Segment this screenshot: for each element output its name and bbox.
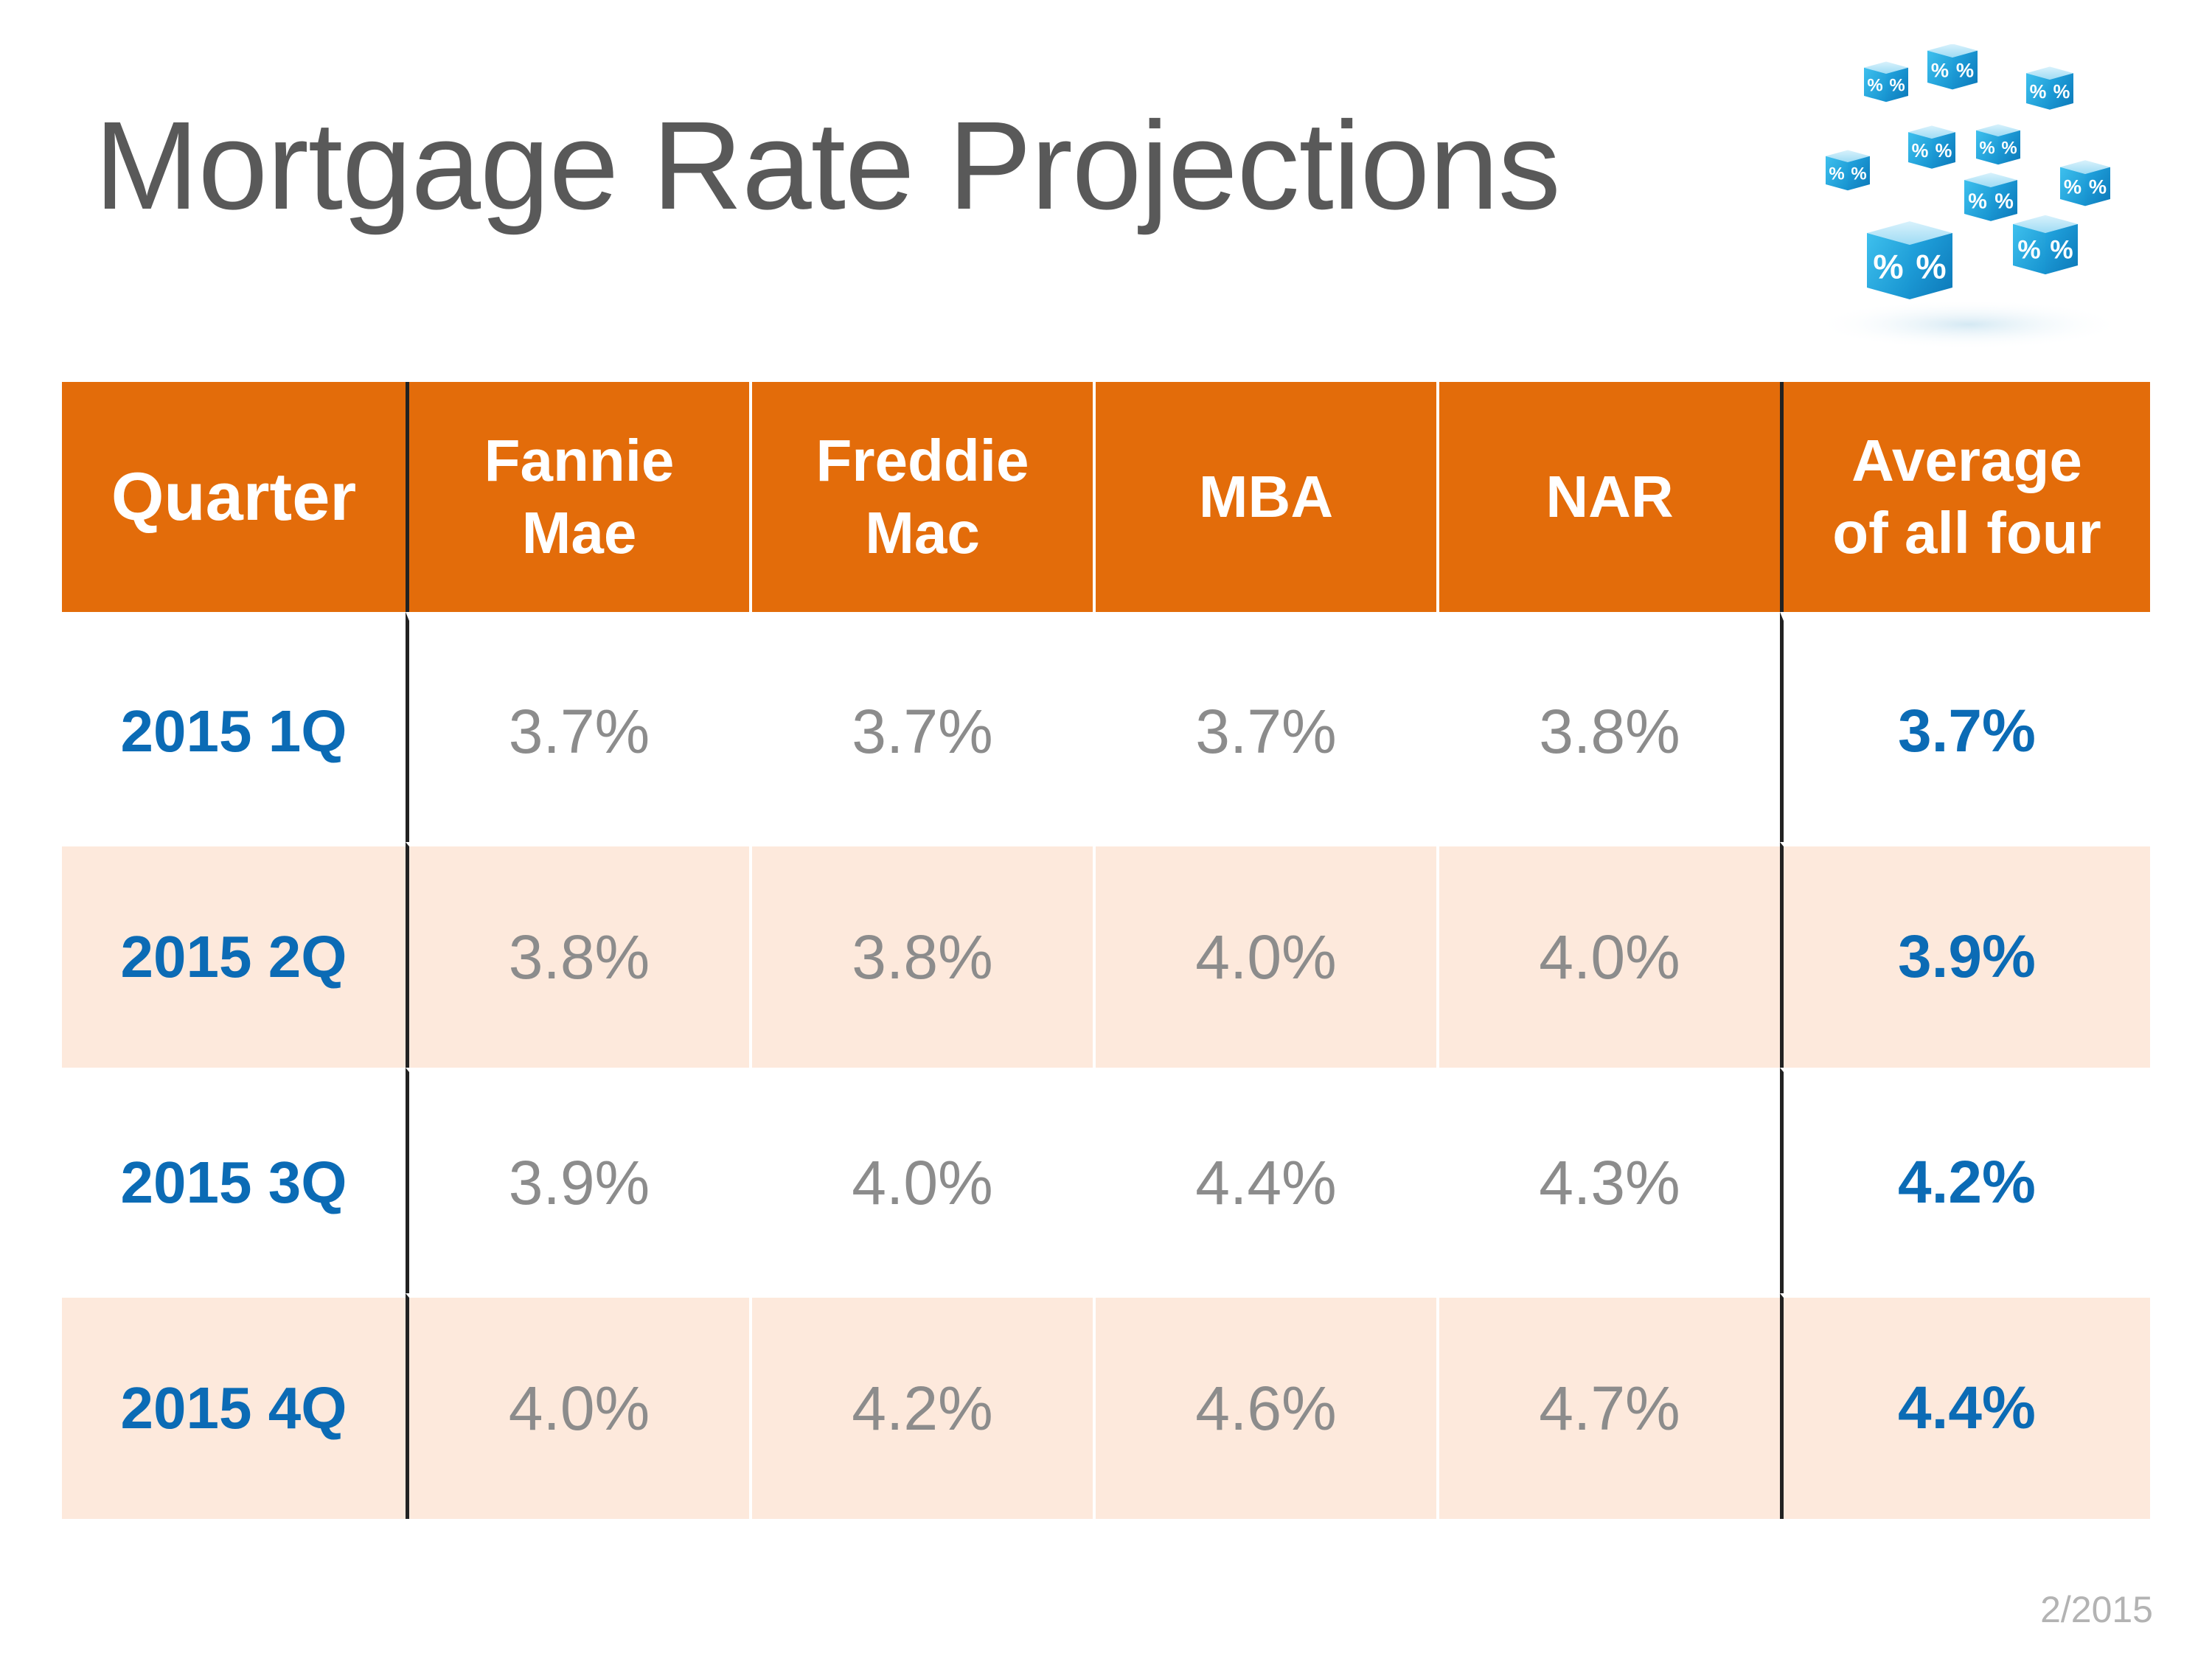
percent-die-icon: %%	[1867, 221, 1952, 299]
average-cell: 3.9%	[1780, 842, 2150, 1068]
nar-cell: 4.7%	[1436, 1293, 1780, 1519]
svg-text:%: %	[1829, 164, 1844, 184]
percent-dice-icon: %%%%%%%%%%%%%%%%%%%%	[1814, 44, 2124, 349]
svg-text:%: %	[2064, 175, 2081, 198]
header-fannie-mae-line1: Fannie	[484, 428, 675, 493]
percent-die-icon: %%	[1826, 150, 1870, 191]
nar-cell: 3.8%	[1436, 612, 1780, 842]
svg-text:%: %	[1931, 59, 1949, 82]
svg-text:%: %	[2050, 236, 2073, 265]
svg-text:%: %	[1979, 139, 1994, 159]
fannie-mae-cell: 3.7%	[406, 612, 749, 842]
average-cell: 3.7%	[1780, 612, 2150, 842]
header-fannie-mae: Fannie Mae	[406, 382, 749, 612]
percent-die-icon: %%	[2026, 66, 2073, 110]
table-row: 2015 3Q 3.9% 4.0% 4.4% 4.3% 4.2%	[62, 1068, 2150, 1293]
nar-cell: 4.0%	[1436, 842, 1780, 1068]
percent-die-icon: %%	[1927, 44, 1978, 90]
svg-text:%: %	[1956, 59, 1974, 82]
header-quarter: Quarter	[62, 382, 406, 612]
header-freddie-mac-line2: Mac	[865, 500, 980, 566]
header-freddie-mac: Freddie Mac	[749, 382, 1093, 612]
quarter-cell: 2015 1Q	[62, 612, 406, 842]
table-header-row: Quarter Fannie Mae Freddie Mac MBA NAR A…	[62, 382, 2150, 612]
fannie-mae-cell: 3.9%	[406, 1068, 749, 1293]
percent-die-icon: %%	[1864, 61, 1908, 102]
fannie-mae-cell: 3.8%	[406, 842, 749, 1068]
svg-text:%: %	[1889, 76, 1905, 96]
svg-text:%: %	[2001, 139, 2017, 159]
quarter-cell: 2015 3Q	[62, 1068, 406, 1293]
header-nar: NAR	[1436, 382, 1780, 612]
footer-date: 2/2015	[2040, 1589, 2153, 1630]
header-average-line1: Average	[1851, 428, 2082, 493]
header-mba: MBA	[1093, 382, 1436, 612]
header-freddie-mac-line1: Freddie	[815, 428, 1029, 493]
page-title: Mortgage Rate Projections	[94, 96, 1561, 236]
header-average: Average of all four	[1780, 382, 2150, 612]
percent-die-icon: %%	[1976, 124, 2020, 165]
table-row: 2015 4Q 4.0% 4.2% 4.6% 4.7% 4.4%	[62, 1293, 2150, 1519]
quarter-cell: 2015 4Q	[62, 1293, 406, 1519]
svg-text:%: %	[1873, 248, 1903, 286]
header-fannie-mae-line2: Mae	[521, 500, 637, 566]
nar-cell: 4.3%	[1436, 1068, 1780, 1293]
mba-cell: 3.7%	[1093, 612, 1436, 842]
quarter-cell: 2015 2Q	[62, 842, 406, 1068]
freddie-mac-cell: 3.8%	[749, 842, 1093, 1068]
svg-text:%: %	[1916, 248, 1946, 286]
freddie-mac-cell: 4.2%	[749, 1293, 1093, 1519]
rate-projection-table: Quarter Fannie Mae Freddie Mac MBA NAR A…	[62, 382, 2150, 1519]
percent-die-icon: %%	[2060, 160, 2110, 206]
freddie-mac-cell: 3.7%	[749, 612, 1093, 842]
percent-die-icon: %%	[1908, 125, 1955, 169]
svg-text:%: %	[1912, 141, 1929, 161]
freddie-mac-cell: 4.0%	[749, 1068, 1093, 1293]
svg-text:%: %	[2053, 82, 2070, 102]
svg-text:%: %	[1968, 189, 1987, 213]
mba-cell: 4.4%	[1093, 1068, 1436, 1293]
mba-cell: 4.0%	[1093, 842, 1436, 1068]
svg-text:%: %	[2089, 175, 2107, 198]
svg-text:%: %	[1867, 76, 1882, 96]
percent-die-icon: %%	[1964, 173, 2017, 221]
mba-cell: 4.6%	[1093, 1293, 1436, 1519]
svg-text:%: %	[1851, 164, 1866, 184]
table-row: 2015 2Q 3.8% 3.8% 4.0% 4.0% 3.9%	[62, 842, 2150, 1068]
percent-die-icon: %%	[2013, 215, 2078, 275]
average-cell: 4.4%	[1780, 1293, 2150, 1519]
svg-text:%: %	[2030, 82, 2047, 102]
svg-text:%: %	[2017, 236, 2040, 265]
header-average-line2: of all four	[1832, 500, 2101, 566]
svg-text:%: %	[1994, 189, 2014, 213]
fannie-mae-cell: 4.0%	[406, 1293, 749, 1519]
table-row: 2015 1Q 3.7% 3.7% 3.7% 3.8% 3.7%	[62, 612, 2150, 842]
svg-text:%: %	[1935, 141, 1952, 161]
average-cell: 4.2%	[1780, 1068, 2150, 1293]
